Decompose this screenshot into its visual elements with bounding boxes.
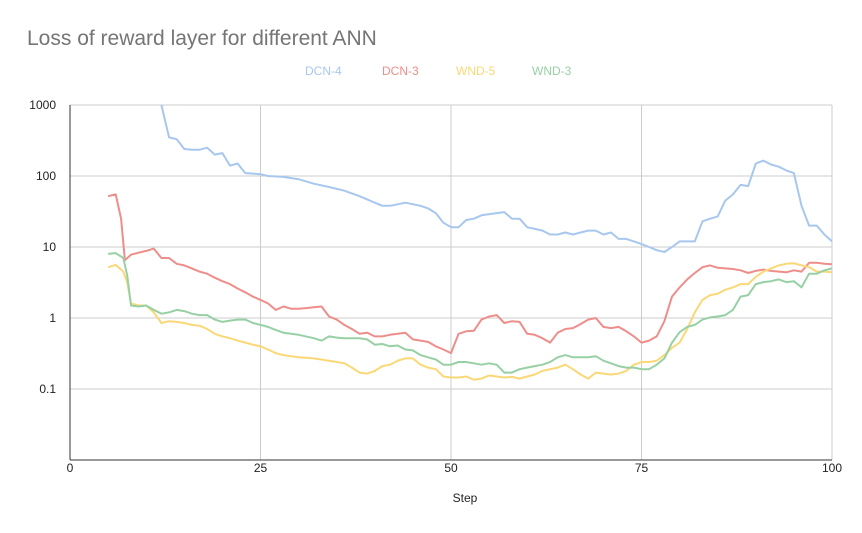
axes [69, 105, 832, 461]
y-tick-label: 0.1 [39, 382, 56, 396]
tick-labels: 0.1 1 10 100 1000 0 25 50 75 100 [29, 98, 842, 475]
x-tick-label: 50 [444, 461, 458, 475]
y-tick-label: 1 [49, 311, 56, 325]
legend-item-dcn-4: DCN-4 [305, 64, 342, 78]
x-tick-label: 100 [822, 461, 842, 475]
series-line-wnd-3 [107, 252, 833, 374]
y-tick-label: 10 [43, 240, 57, 254]
y-tick-label: 100 [36, 169, 56, 183]
legend: DCN-4 DCN-3 WND-5 WND-3 [305, 64, 572, 78]
legend-item-dcn-3: DCN-3 [382, 64, 419, 78]
series-line-wnd-5 [107, 262, 833, 381]
series-lines [107, 104, 833, 381]
chart-title: Loss of reward layer for different ANN [27, 27, 377, 50]
x-axis-label: Step [453, 491, 478, 505]
legend-item-wnd-5: WND-5 [456, 64, 496, 78]
grid-lines [70, 104, 833, 460]
y-tick-label: 1000 [29, 98, 56, 112]
x-tick-label: 75 [635, 461, 649, 475]
series-line-dcn-3 [107, 193, 833, 355]
x-tick-label: 25 [254, 461, 268, 475]
legend-item-wnd-3: WND-3 [532, 64, 572, 78]
x-tick-label: 0 [67, 461, 74, 475]
series-line-dcn-4 [160, 104, 833, 253]
